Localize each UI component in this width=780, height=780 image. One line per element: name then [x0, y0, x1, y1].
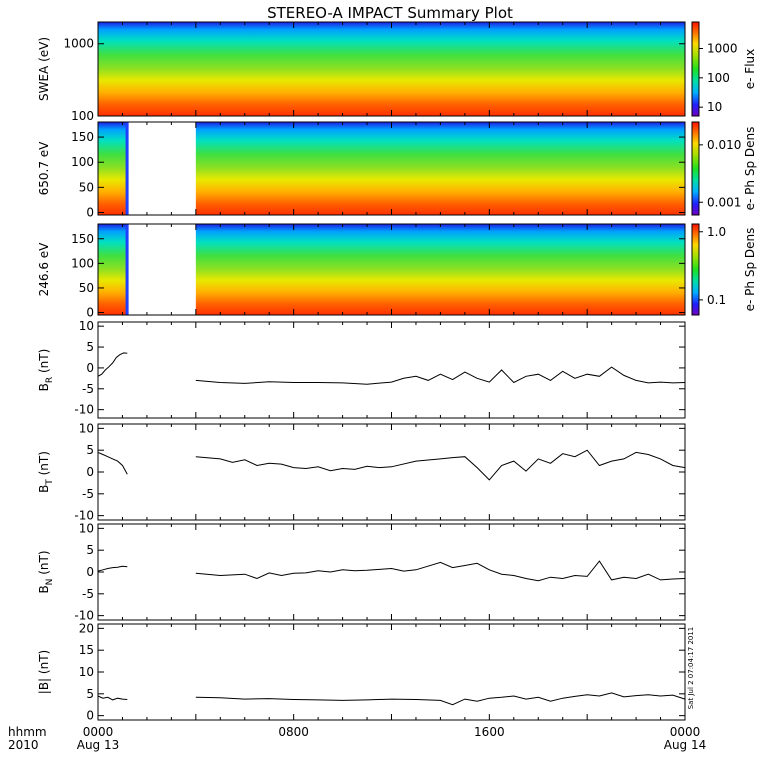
y-tick-label: 150 [71, 130, 94, 144]
y-axis-label: 246.6 eV [37, 242, 51, 297]
series-line-1-2 [195, 366, 686, 385]
y-label-unit: (nT) [37, 349, 51, 377]
y-axis-label: SWEA (eV) [37, 37, 51, 101]
x-tick-date: Aug 13 [77, 738, 120, 752]
spectrogram-1 [98, 22, 685, 116]
y-tick-label: 5 [86, 543, 94, 557]
colorbar-tick-label: 0.1 [707, 293, 726, 307]
y-label-main: |B| [37, 678, 51, 694]
series-line-2-1 [97, 451, 128, 475]
series-line-4-1 [97, 695, 128, 701]
y-label-sub: T [45, 479, 55, 486]
data-gap [128, 122, 196, 215]
x-tick-date: Aug 14 [664, 738, 707, 752]
timestamp-stamp: Sat Jul 2 07:04:17 2011 [687, 627, 695, 710]
y-tick-label: -10 [74, 509, 94, 523]
x-tick-label: 1600 [474, 725, 505, 739]
series-line-2-2 [195, 449, 686, 481]
colorbar-tick-label: 0.001 [707, 195, 741, 209]
colorbar-label: e- Flux [743, 49, 757, 89]
y-axis-label: BT (nT) [37, 451, 55, 493]
y-tick-label: 100 [71, 155, 94, 169]
y-tick-label: 10 [79, 319, 94, 333]
y-label-sub: N [45, 579, 55, 586]
y-tick-label: 10 [79, 665, 94, 679]
y-tick-label: -10 [74, 609, 94, 623]
y-tick-label: 150 [71, 232, 94, 246]
colorbar [691, 223, 700, 316]
y-tick-label: 0 [86, 565, 94, 579]
y-label-unit: (nT) [37, 650, 51, 678]
y-tick-label: 0 [86, 709, 94, 723]
y-axis-label: |B| (nT) [37, 650, 51, 694]
y-tick-label: 0 [86, 465, 94, 479]
colorbar-tick-label: 0.010 [707, 138, 741, 152]
gap-edge [125, 224, 129, 315]
y-tick-label: 50 [79, 180, 94, 194]
y-label-main: B [37, 383, 51, 391]
colorbar [691, 121, 700, 216]
y-label-unit: (nT) [37, 451, 51, 479]
x-tick-label: 0800 [278, 725, 309, 739]
y-axis-label: BN (nT) [37, 550, 55, 593]
chart-title: STEREO-A IMPACT Summary Plot [267, 4, 513, 22]
gap-edge [125, 122, 129, 215]
y-axis-label: 650.7 eV [37, 141, 51, 196]
data-gap [128, 224, 196, 315]
y-tick-label: 0 [86, 306, 94, 320]
y-tick-label: 50 [79, 281, 94, 295]
y-tick-label: 15 [79, 643, 94, 657]
colorbar-tick-label: 10 [707, 100, 722, 114]
panel-frame [97, 423, 686, 521]
colorbar-tick-label: 100 [707, 71, 730, 85]
y-axis-label: BR (nT) [37, 349, 55, 392]
y-label-main: B [37, 585, 51, 593]
y-tick-label: 10 [79, 421, 94, 435]
footer-year: 2010 [8, 738, 39, 752]
panel-frame [97, 523, 686, 621]
y-tick-label: 0 [86, 361, 94, 375]
series-line-4-2 [195, 692, 686, 706]
y-tick-label: 1000 [63, 37, 94, 51]
y-tick-label: 100 [71, 109, 94, 123]
panel-frame [97, 623, 686, 721]
y-label-sub: R [45, 377, 55, 383]
series-line-3-1 [97, 565, 128, 572]
y-tick-label: -5 [82, 587, 94, 601]
colorbar-label: e- Ph Sp Dens [743, 127, 757, 211]
panel-frame [97, 321, 686, 419]
y-tick-label: 5 [86, 687, 94, 701]
colorbar-tick-label: 1000 [707, 41, 738, 55]
colorbar-tick-label: 1.0 [707, 225, 726, 239]
colorbar [691, 21, 700, 117]
x-tick-label: 0000 [83, 725, 114, 739]
y-tick-label: -5 [82, 382, 94, 396]
y-label-main: B [37, 485, 51, 493]
y-tick-label: 100 [71, 256, 94, 270]
y-tick-label: 0 [86, 205, 94, 219]
series-line-1-1 [97, 352, 128, 377]
y-tick-label: 20 [79, 621, 94, 635]
y-tick-label: 5 [86, 443, 94, 457]
x-tick-label: 0000 [670, 725, 701, 739]
series-line-3-2 [195, 560, 686, 582]
colorbar-label: e- Ph Sp Dens [743, 228, 757, 312]
y-label-unit: (nT) [37, 550, 51, 578]
footer-hhmm: hhmm [8, 725, 47, 739]
y-tick-label: -10 [74, 403, 94, 417]
y-tick-label: 10 [79, 521, 94, 535]
y-tick-label: 5 [86, 340, 94, 354]
y-tick-label: -5 [82, 487, 94, 501]
